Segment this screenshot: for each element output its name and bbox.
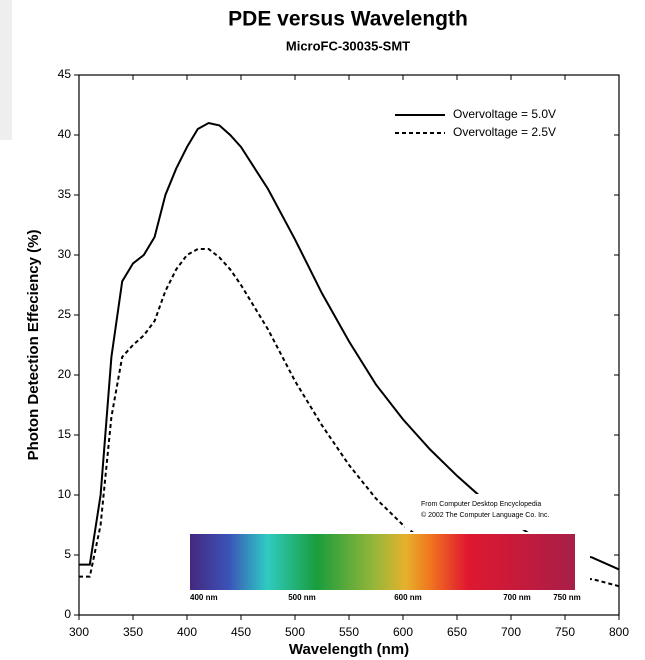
x-tick-label: 550 — [339, 625, 359, 639]
y-tick-label: 0 — [64, 607, 71, 621]
credit-background — [405, 494, 595, 530]
x-tick-label: 800 — [609, 625, 629, 639]
spectrum-label: 600 nm — [394, 593, 422, 602]
y-tick-label: 25 — [58, 307, 72, 321]
side-panel — [0, 0, 12, 140]
chart-title: PDE versus Wavelength — [228, 8, 468, 31]
spectrum-inset: From Computer Desktop Encyclopedia © 200… — [185, 494, 595, 606]
data-line — [79, 248, 620, 588]
x-tick-label: 600 — [393, 625, 413, 639]
chart-subtitle: MicroFC-30035-SMT — [286, 38, 410, 53]
plot-area: 0 5 10 15 20 25 30 35 40 45 300 350 400 450 500 550 600 6… — [58, 67, 630, 639]
y-tick-label: 15 — [58, 427, 72, 441]
credit-text: From Computer Desktop Encyclopedia — [421, 501, 541, 508]
x-tick-label: 750 — [555, 625, 575, 639]
y-tick-label: 5 — [64, 547, 71, 561]
y-tick-label: 35 — [58, 187, 72, 201]
y-tick-label: 30 — [58, 247, 72, 261]
legend-label: Overvoltage = 5.0V — [453, 107, 556, 121]
y-tick-label: 10 — [58, 487, 72, 501]
y-axis-label: Photon Detection Effeciency (%) — [25, 230, 42, 461]
credit-text: © 2002 The Computer Language Co. Inc. — [421, 511, 549, 519]
y-tick-label: 45 — [58, 67, 72, 81]
x-tick-label: 400 — [177, 625, 197, 639]
spectrum-bar — [190, 534, 575, 590]
y-tick-label: 40 — [58, 127, 72, 141]
y-tick-label: 20 — [58, 367, 72, 381]
x-axis-label: Wavelength (nm) — [289, 641, 409, 658]
x-tick-label: 450 — [231, 625, 251, 639]
spectrum-label: 400 nm — [190, 593, 218, 602]
x-tick-label: 650 — [447, 625, 467, 639]
x-tick-label: 300 — [69, 625, 89, 639]
legend-label: Overvoltage = 2.5V — [453, 125, 556, 139]
x-tick-label: 500 — [285, 625, 305, 639]
x-tick-label: 350 — [123, 625, 143, 639]
spectrum-label: 700 nm — [503, 593, 531, 602]
x-tick-label: 700 — [501, 625, 521, 639]
spectrum-label: 750 nm — [553, 593, 581, 602]
spectrum-label: 500 nm — [288, 593, 316, 602]
